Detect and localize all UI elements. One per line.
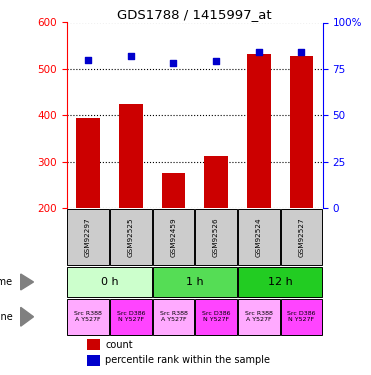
FancyBboxPatch shape [195, 209, 237, 266]
Text: cell line: cell line [0, 312, 13, 322]
FancyBboxPatch shape [67, 267, 152, 297]
Polygon shape [21, 308, 33, 326]
Text: GSM92527: GSM92527 [298, 217, 305, 257]
FancyBboxPatch shape [280, 209, 322, 266]
Text: Src R388
A Y527F: Src R388 A Y527F [245, 311, 273, 322]
Text: 0 h: 0 h [101, 277, 118, 287]
Text: time: time [0, 277, 13, 287]
Text: GSM92524: GSM92524 [256, 217, 262, 257]
Point [298, 49, 304, 55]
FancyBboxPatch shape [152, 209, 194, 266]
Text: GSM92459: GSM92459 [170, 217, 177, 257]
Text: percentile rank within the sample: percentile rank within the sample [105, 356, 270, 366]
Text: count: count [105, 339, 133, 350]
Text: Src D386
N Y527F: Src D386 N Y527F [287, 311, 316, 322]
Point [85, 57, 91, 63]
FancyBboxPatch shape [238, 298, 280, 335]
FancyBboxPatch shape [110, 298, 152, 335]
Point [128, 53, 134, 59]
Text: 12 h: 12 h [268, 277, 292, 287]
Text: Src R388
A Y527F: Src R388 A Y527F [160, 311, 187, 322]
FancyBboxPatch shape [152, 267, 237, 297]
Point [256, 49, 262, 55]
FancyBboxPatch shape [67, 209, 109, 266]
FancyBboxPatch shape [238, 209, 280, 266]
FancyBboxPatch shape [280, 298, 322, 335]
FancyBboxPatch shape [238, 267, 322, 297]
Bar [87, 355, 100, 366]
Bar [204, 156, 228, 208]
FancyBboxPatch shape [152, 298, 194, 335]
Text: GSM92526: GSM92526 [213, 217, 219, 257]
Bar [247, 54, 270, 208]
Bar [76, 118, 100, 208]
Point [213, 58, 219, 64]
Bar [162, 173, 185, 208]
Bar [119, 104, 142, 208]
Point [171, 60, 177, 66]
FancyBboxPatch shape [67, 298, 109, 335]
Polygon shape [21, 274, 33, 290]
Text: Src D386
N Y527F: Src D386 N Y527F [116, 311, 145, 322]
Text: GSM92297: GSM92297 [85, 217, 91, 257]
FancyBboxPatch shape [195, 298, 237, 335]
Bar [290, 56, 313, 208]
FancyBboxPatch shape [110, 209, 152, 266]
Text: GSM92525: GSM92525 [128, 217, 134, 257]
Text: Src D386
N Y527F: Src D386 N Y527F [202, 311, 230, 322]
Text: 1 h: 1 h [186, 277, 204, 287]
Title: GDS1788 / 1415997_at: GDS1788 / 1415997_at [118, 8, 272, 21]
Bar [87, 339, 100, 350]
Text: Src R388
A Y527F: Src R388 A Y527F [74, 311, 102, 322]
